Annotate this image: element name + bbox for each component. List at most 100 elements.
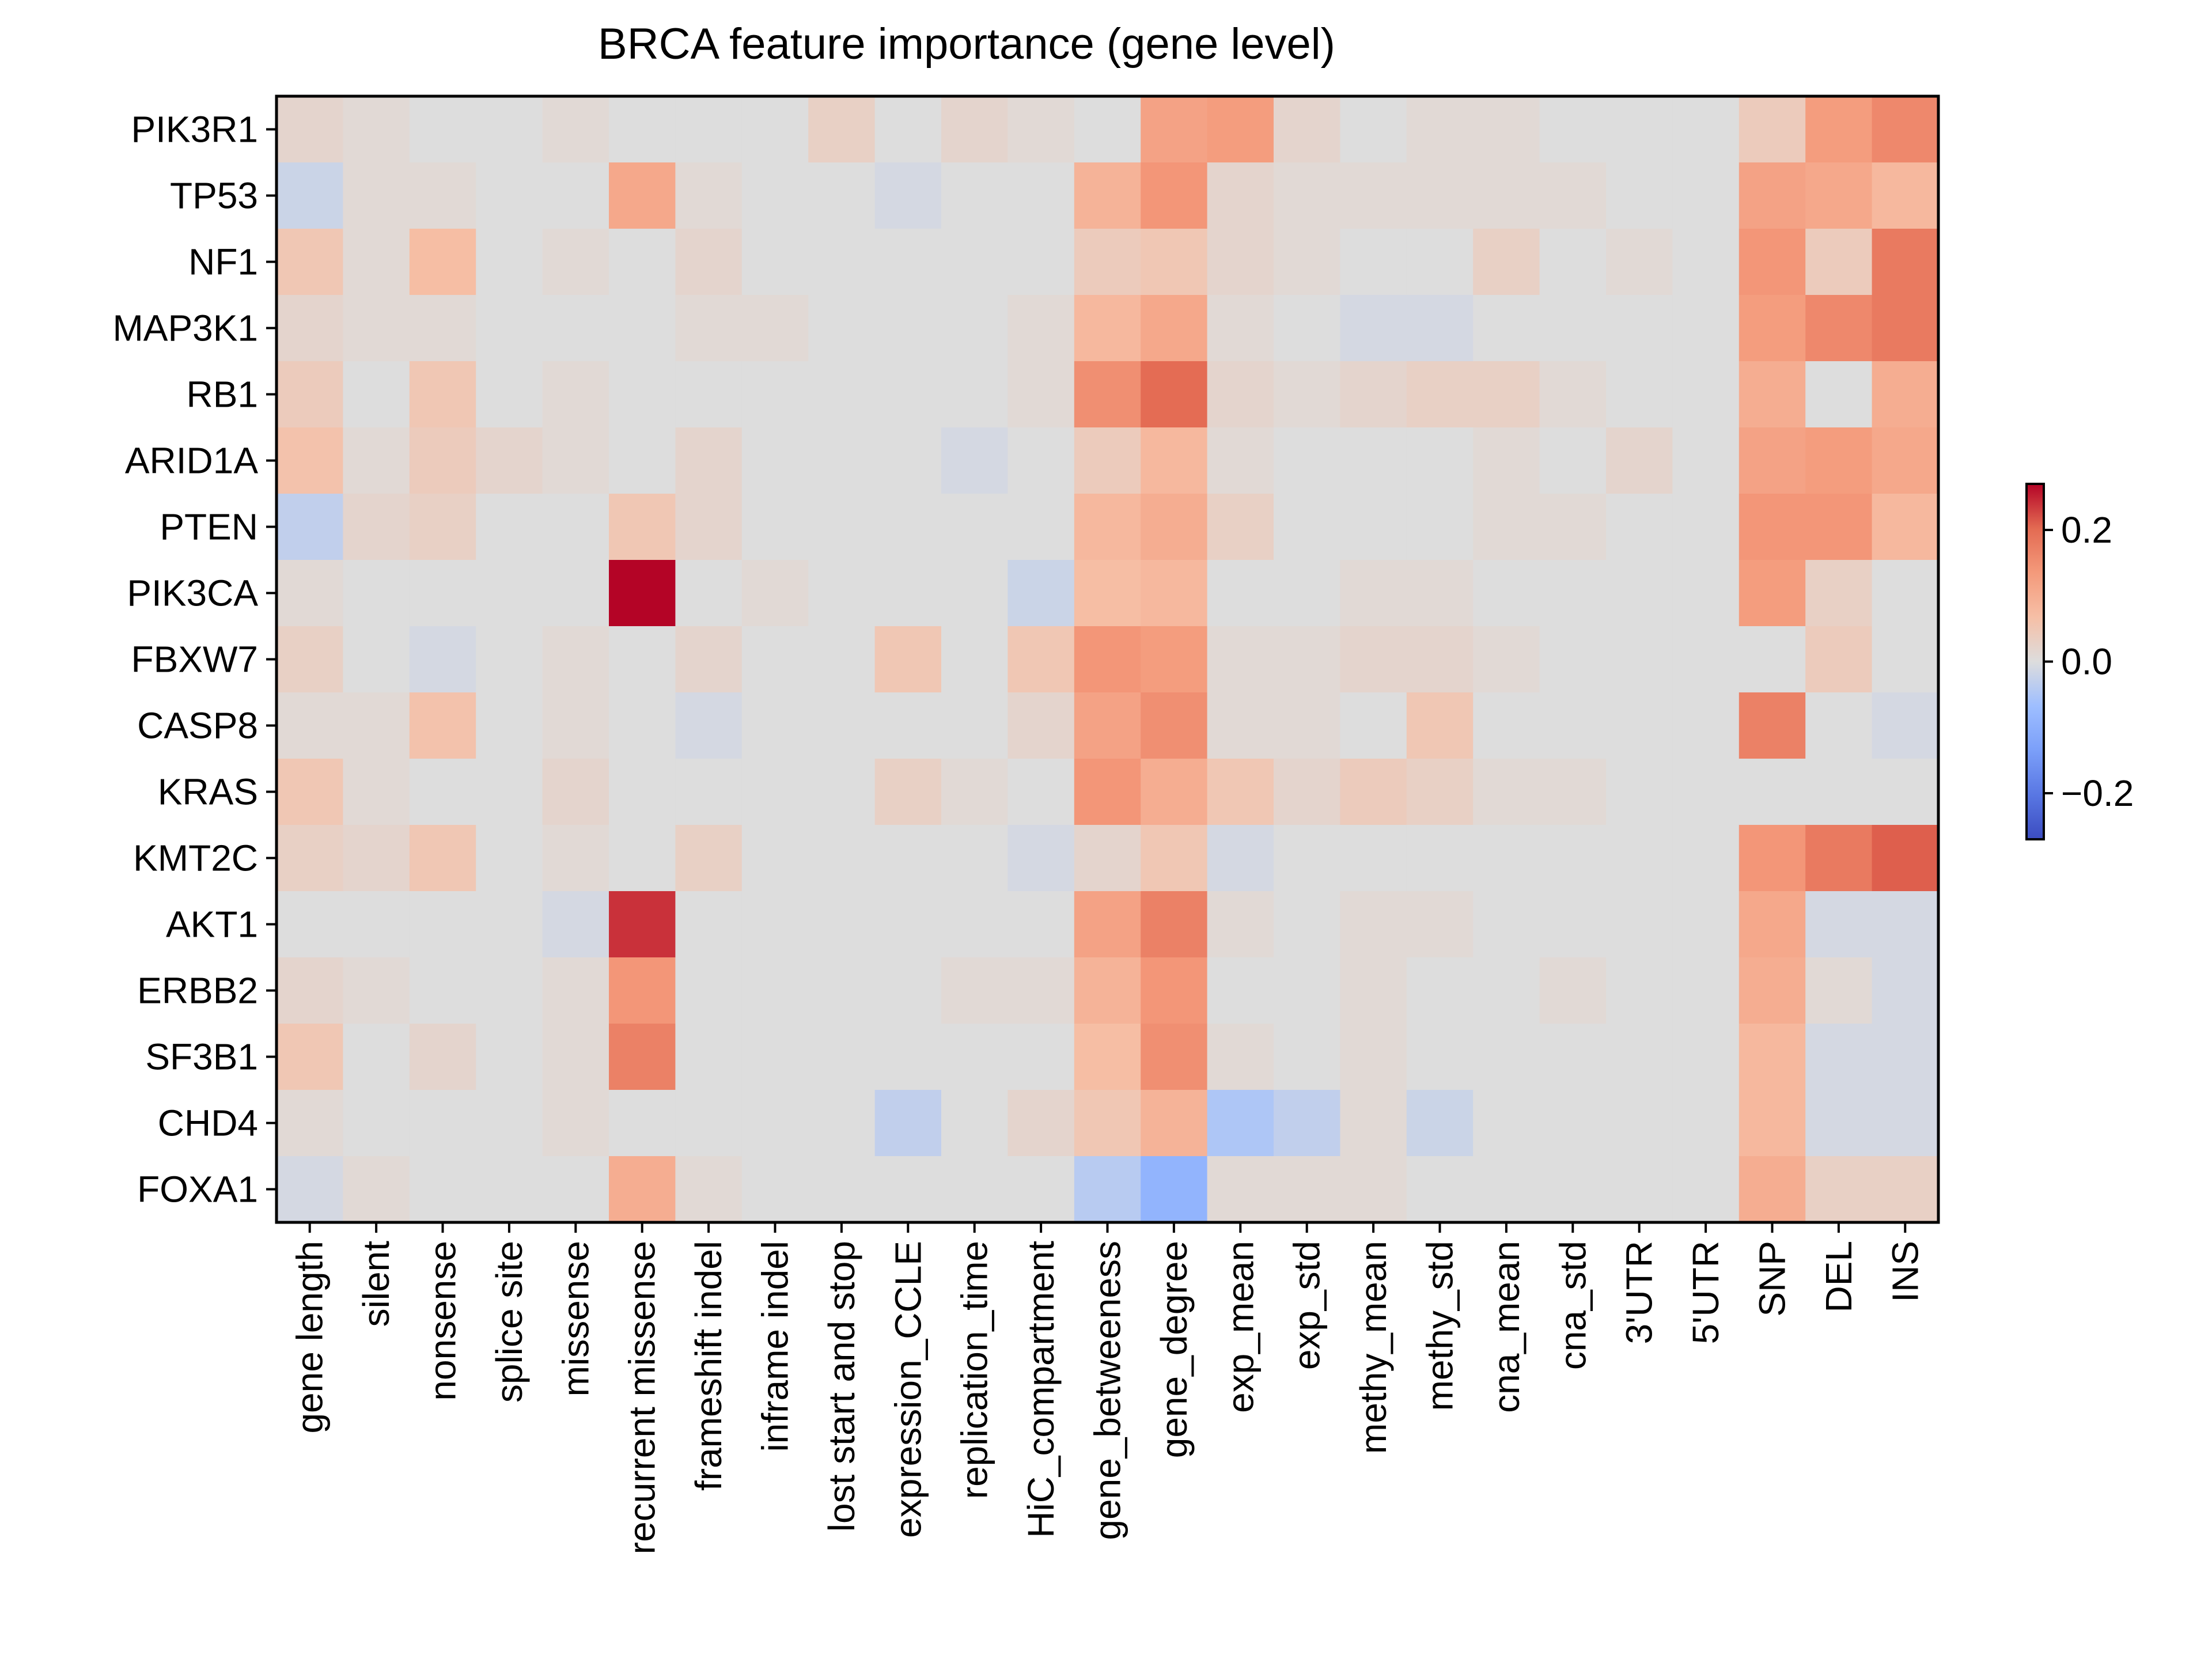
heatmap-cell xyxy=(1606,957,1673,1024)
heatmap-cell xyxy=(1007,560,1075,627)
heatmap-cell xyxy=(1406,891,1474,958)
heatmap-cell xyxy=(1738,1024,1806,1090)
heatmap-cell xyxy=(808,626,876,693)
heatmap-cell xyxy=(542,1090,609,1157)
heatmap-cell xyxy=(1207,692,1274,759)
heatmap-cell xyxy=(476,162,543,229)
heatmap-cell xyxy=(1207,560,1274,627)
heatmap-cell xyxy=(343,1090,410,1157)
heatmap-cell xyxy=(1738,427,1806,494)
heatmap-cell xyxy=(276,692,343,759)
heatmap-cell xyxy=(276,96,343,163)
heatmap-cell xyxy=(343,957,410,1024)
heatmap-cell xyxy=(1141,759,1208,825)
heatmap-cell xyxy=(276,1024,343,1090)
heatmap-cell xyxy=(1672,162,1740,229)
heatmap-cell xyxy=(542,1156,609,1223)
column-label: splice site xyxy=(488,1241,530,1403)
heatmap-cell xyxy=(874,96,942,163)
heatmap-cell xyxy=(1606,295,1673,362)
heatmap-cell xyxy=(874,891,942,958)
heatmap-cell xyxy=(1473,96,1540,163)
heatmap-cell xyxy=(1207,162,1274,229)
heatmap-cell xyxy=(1141,1090,1208,1157)
heatmap-cell xyxy=(1872,96,1939,163)
heatmap-cell xyxy=(1406,825,1474,892)
heatmap-cell xyxy=(1141,560,1208,627)
heatmap-cell xyxy=(1074,626,1141,693)
column-label: exp_mean xyxy=(1219,1241,1261,1413)
heatmap-cell xyxy=(1074,96,1141,163)
heatmap-cell xyxy=(941,1156,1008,1223)
heatmap-cell xyxy=(409,626,476,693)
heatmap-cell xyxy=(1406,295,1474,362)
heatmap-cell xyxy=(343,494,410,560)
heatmap-cell xyxy=(675,759,743,825)
colorbar: 0.2 0.0 −0.2 xyxy=(2025,483,2134,840)
heatmap-cell xyxy=(1340,891,1407,958)
heatmap-cell xyxy=(1074,494,1141,560)
heatmap-cell xyxy=(741,96,809,163)
heatmap-cell xyxy=(874,1024,942,1090)
heatmap-cell xyxy=(609,494,676,560)
heatmap-cell xyxy=(1738,96,1806,163)
heatmap-cell xyxy=(476,295,543,362)
heatmap-cell xyxy=(609,825,676,892)
heatmap-cell xyxy=(1606,759,1673,825)
heatmap-cell xyxy=(276,295,343,362)
heatmap-cell xyxy=(1473,361,1540,428)
heatmap-cell xyxy=(1141,957,1208,1024)
column-label: HiC_compartment xyxy=(1020,1241,1062,1538)
heatmap-cell xyxy=(1872,692,1939,759)
heatmap-cell xyxy=(1007,494,1075,560)
heatmap-cell xyxy=(1606,1090,1673,1157)
heatmap-cell xyxy=(1672,229,1740,296)
heatmap-cell xyxy=(276,427,343,494)
heatmap-cell xyxy=(542,626,609,693)
column-label: methy_mean xyxy=(1353,1241,1394,1454)
heatmap-cell xyxy=(1672,957,1740,1024)
heatmap-cell xyxy=(1274,295,1340,362)
heatmap-cell xyxy=(1141,692,1208,759)
column-tick-labels: gene length silent nonsense splice site miss… xyxy=(289,1222,1926,1554)
column-label: silent xyxy=(355,1241,397,1327)
heatmap-cell xyxy=(1406,361,1474,428)
heatmap-cell xyxy=(874,229,942,296)
heatmap-cell xyxy=(1805,891,1873,958)
column-label: gene length xyxy=(289,1241,331,1434)
heatmap-cell xyxy=(343,427,410,494)
column-label: SNP xyxy=(1752,1241,1793,1317)
heatmap-cell xyxy=(1074,361,1141,428)
heatmap-cell xyxy=(343,96,410,163)
heatmap-cell xyxy=(609,891,676,958)
heatmap-cell xyxy=(476,692,543,759)
heatmap-cell xyxy=(1074,957,1141,1024)
heatmap-cell xyxy=(1007,1024,1075,1090)
heatmap-cell xyxy=(1872,759,1939,825)
heatmap-cell xyxy=(343,891,410,958)
heatmap-cell xyxy=(1539,825,1607,892)
heatmap-cell xyxy=(609,560,676,627)
heatmap-cell xyxy=(609,1024,676,1090)
row-label: KMT2C xyxy=(133,838,258,879)
heatmap-cell xyxy=(1340,96,1407,163)
heatmap-cell xyxy=(1805,295,1873,362)
heatmap-cell xyxy=(1473,759,1540,825)
heatmap-cell xyxy=(1738,361,1806,428)
heatmap-cell xyxy=(343,162,410,229)
heatmap-cell xyxy=(409,759,476,825)
heatmap-cell xyxy=(1805,427,1873,494)
heatmap-cell xyxy=(609,692,676,759)
heatmap-cell xyxy=(343,759,410,825)
heatmap-cell xyxy=(1872,825,1939,892)
heatmap-cell xyxy=(808,295,876,362)
heatmap-cell xyxy=(1606,891,1673,958)
heatmap-cell xyxy=(741,229,809,296)
heatmap-cell xyxy=(941,427,1008,494)
heatmap-cell xyxy=(409,1090,476,1157)
heatmap-cell xyxy=(409,427,476,494)
heatmap-cell xyxy=(276,162,343,229)
heatmap-cell xyxy=(741,1090,809,1157)
heatmap-cell xyxy=(609,957,676,1024)
heatmap-cell xyxy=(1606,692,1673,759)
